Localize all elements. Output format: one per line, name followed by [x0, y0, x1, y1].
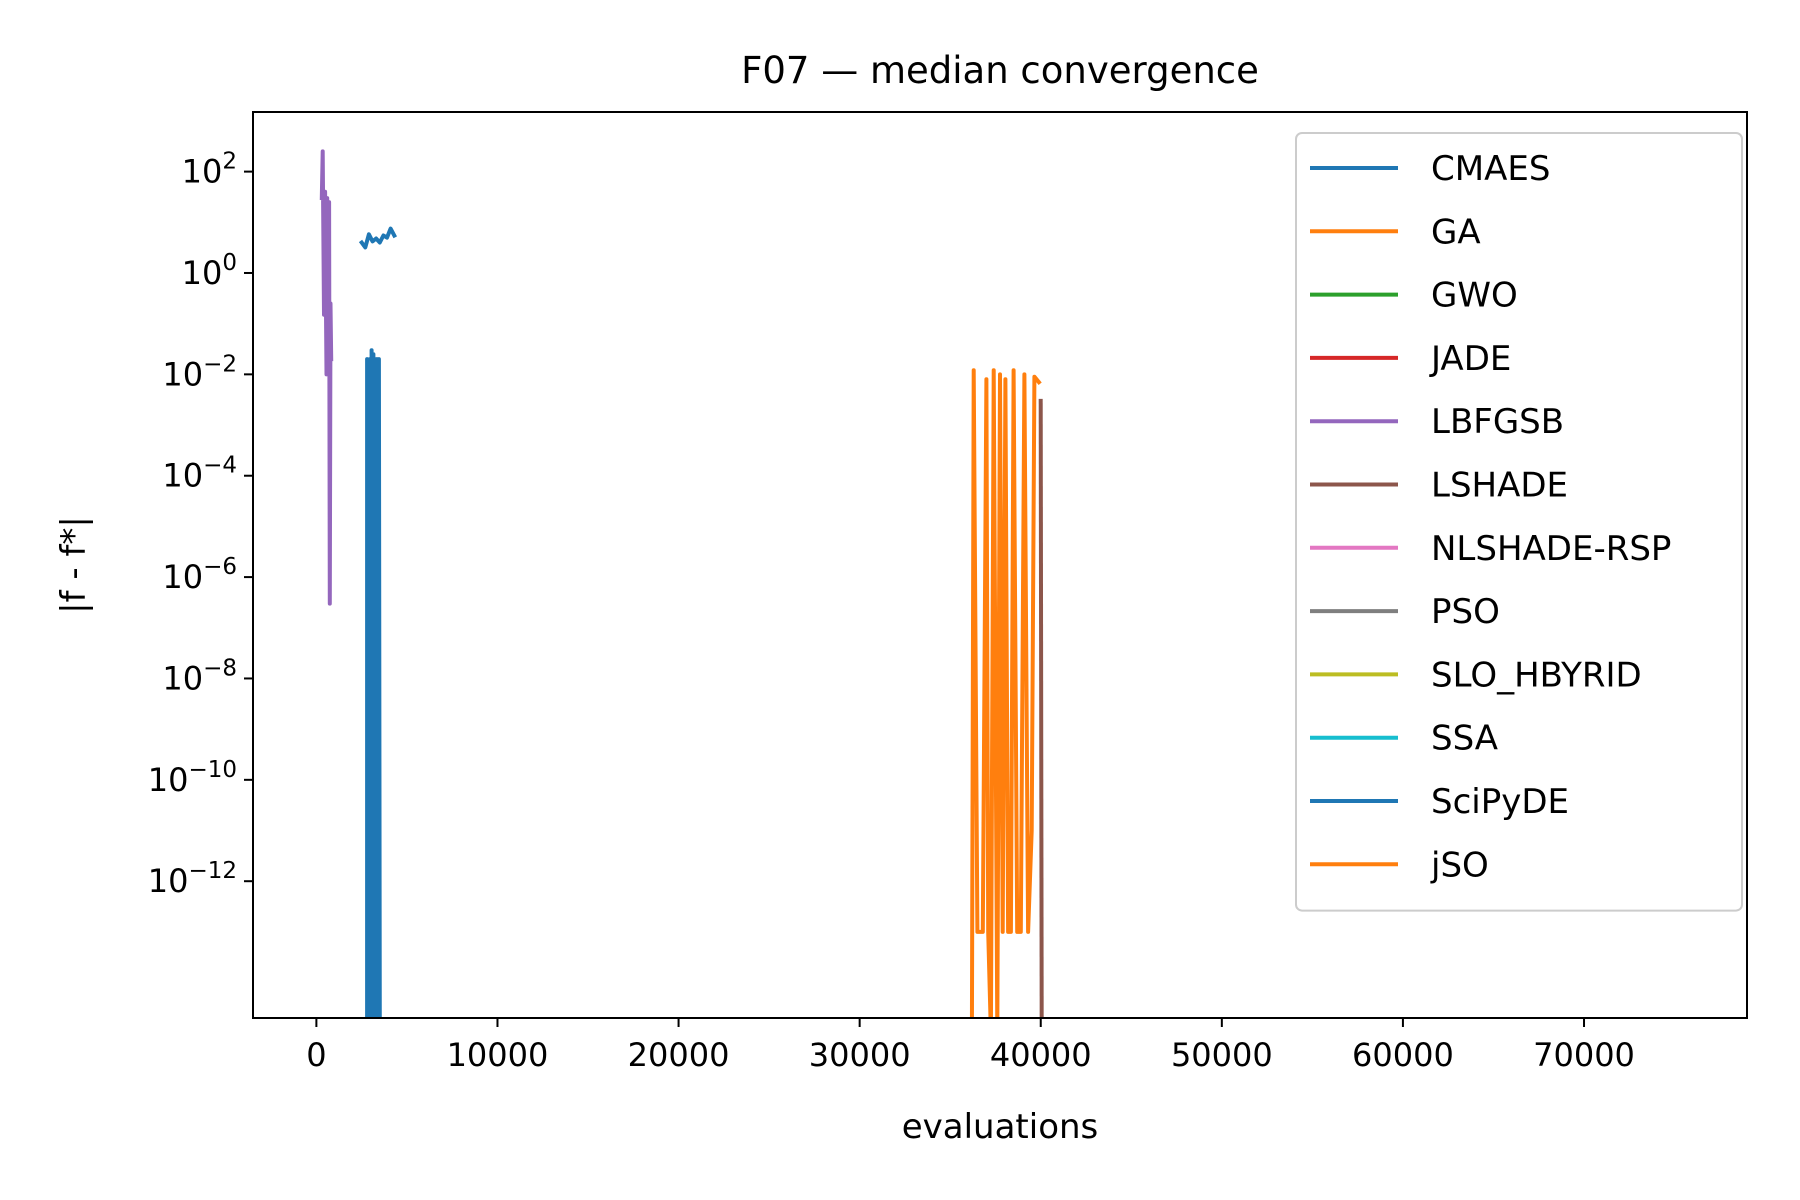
y-tick-label: 10−8	[162, 655, 237, 697]
legend-label-gwo: GWO	[1431, 276, 1518, 316]
y-tick-exponent: 0	[222, 250, 237, 276]
x-tick-label: 0	[306, 1036, 326, 1074]
x-tick-label: 20000	[628, 1036, 730, 1074]
y-tick-label: 10−6	[162, 554, 237, 596]
x-tick-label: 60000	[1352, 1036, 1454, 1074]
y-tick-label: 10−2	[162, 351, 237, 393]
series-line-lshade	[1038, 398, 1044, 1018]
legend-label-jade: JADE	[1429, 339, 1511, 379]
legend-label-scipyde: SciPyDE	[1431, 782, 1569, 822]
y-tick-exponent: −10	[188, 757, 237, 783]
series-line-lbfgsb	[319, 149, 334, 606]
y-tick-base: 10	[182, 254, 223, 292]
y-tick-label: 10−10	[148, 757, 237, 799]
legend-label-lbfgsb: LBFGSB	[1431, 402, 1564, 442]
plot-series-layer	[319, 149, 1044, 1018]
legend-label-ga: GA	[1431, 212, 1481, 252]
y-tick-exponent: −4	[203, 453, 237, 479]
x-tick-label: 40000	[990, 1036, 1092, 1074]
legend-label-ssa: SSA	[1431, 719, 1498, 759]
legend-label-cmaes: CMAES	[1431, 149, 1550, 189]
series-line-jso	[969, 368, 1042, 1018]
series-line-scipyde	[365, 348, 382, 1018]
y-tick-label: 100	[182, 250, 237, 292]
y-tick-exponent: −12	[188, 858, 237, 884]
y-tick-exponent: −2	[203, 351, 237, 377]
legend-label-slo-hbyrid: SLO_HBYRID	[1431, 655, 1642, 695]
y-axis-label: |f - f*|	[54, 516, 94, 614]
legend-label-jso: jSO	[1430, 845, 1489, 885]
y-tick-base: 10	[162, 659, 203, 697]
legend-label-pso: PSO	[1431, 592, 1500, 632]
x-tick-label: 50000	[1171, 1036, 1273, 1074]
legend-box	[1295, 132, 1743, 912]
y-tick-label: 102	[182, 149, 237, 191]
y-tick-label: 10−12	[148, 858, 237, 900]
y-tick-exponent: −8	[203, 655, 237, 681]
x-tick-label: 30000	[809, 1036, 911, 1074]
x-tick-label: 70000	[1533, 1036, 1635, 1074]
legend-label-lshade: LSHADE	[1431, 466, 1568, 506]
y-tick-base: 10	[162, 558, 203, 596]
x-axis-label: evaluations	[902, 1107, 1099, 1147]
plot-frame	[252, 111, 1748, 1019]
legend: CMAES GA GWO JADE LBFGSB LSHADE NLSHADE-RSP PSO…	[1295, 132, 1743, 912]
y-tick-base: 10	[162, 355, 203, 393]
y-tick-exponent: −6	[203, 554, 237, 580]
y-tick-base: 10	[148, 862, 189, 900]
x-axis-ticks: 0 10000 20000 30000 40000 50000 60000 70000	[306, 1018, 1635, 1074]
x-tick-label: 10000	[447, 1036, 549, 1074]
y-tick-base: 10	[162, 457, 203, 495]
chart-title: F07 — median convergence	[741, 49, 1259, 92]
y-tick-base: 10	[182, 153, 223, 191]
y-tick-base: 10	[148, 761, 189, 799]
y-tick-label: 10−4	[162, 453, 237, 495]
series-line-cmaes	[358, 226, 398, 250]
legend-label-nlshade-rsp: NLSHADE-RSP	[1431, 529, 1671, 569]
y-tick-exponent: 2	[222, 149, 237, 175]
